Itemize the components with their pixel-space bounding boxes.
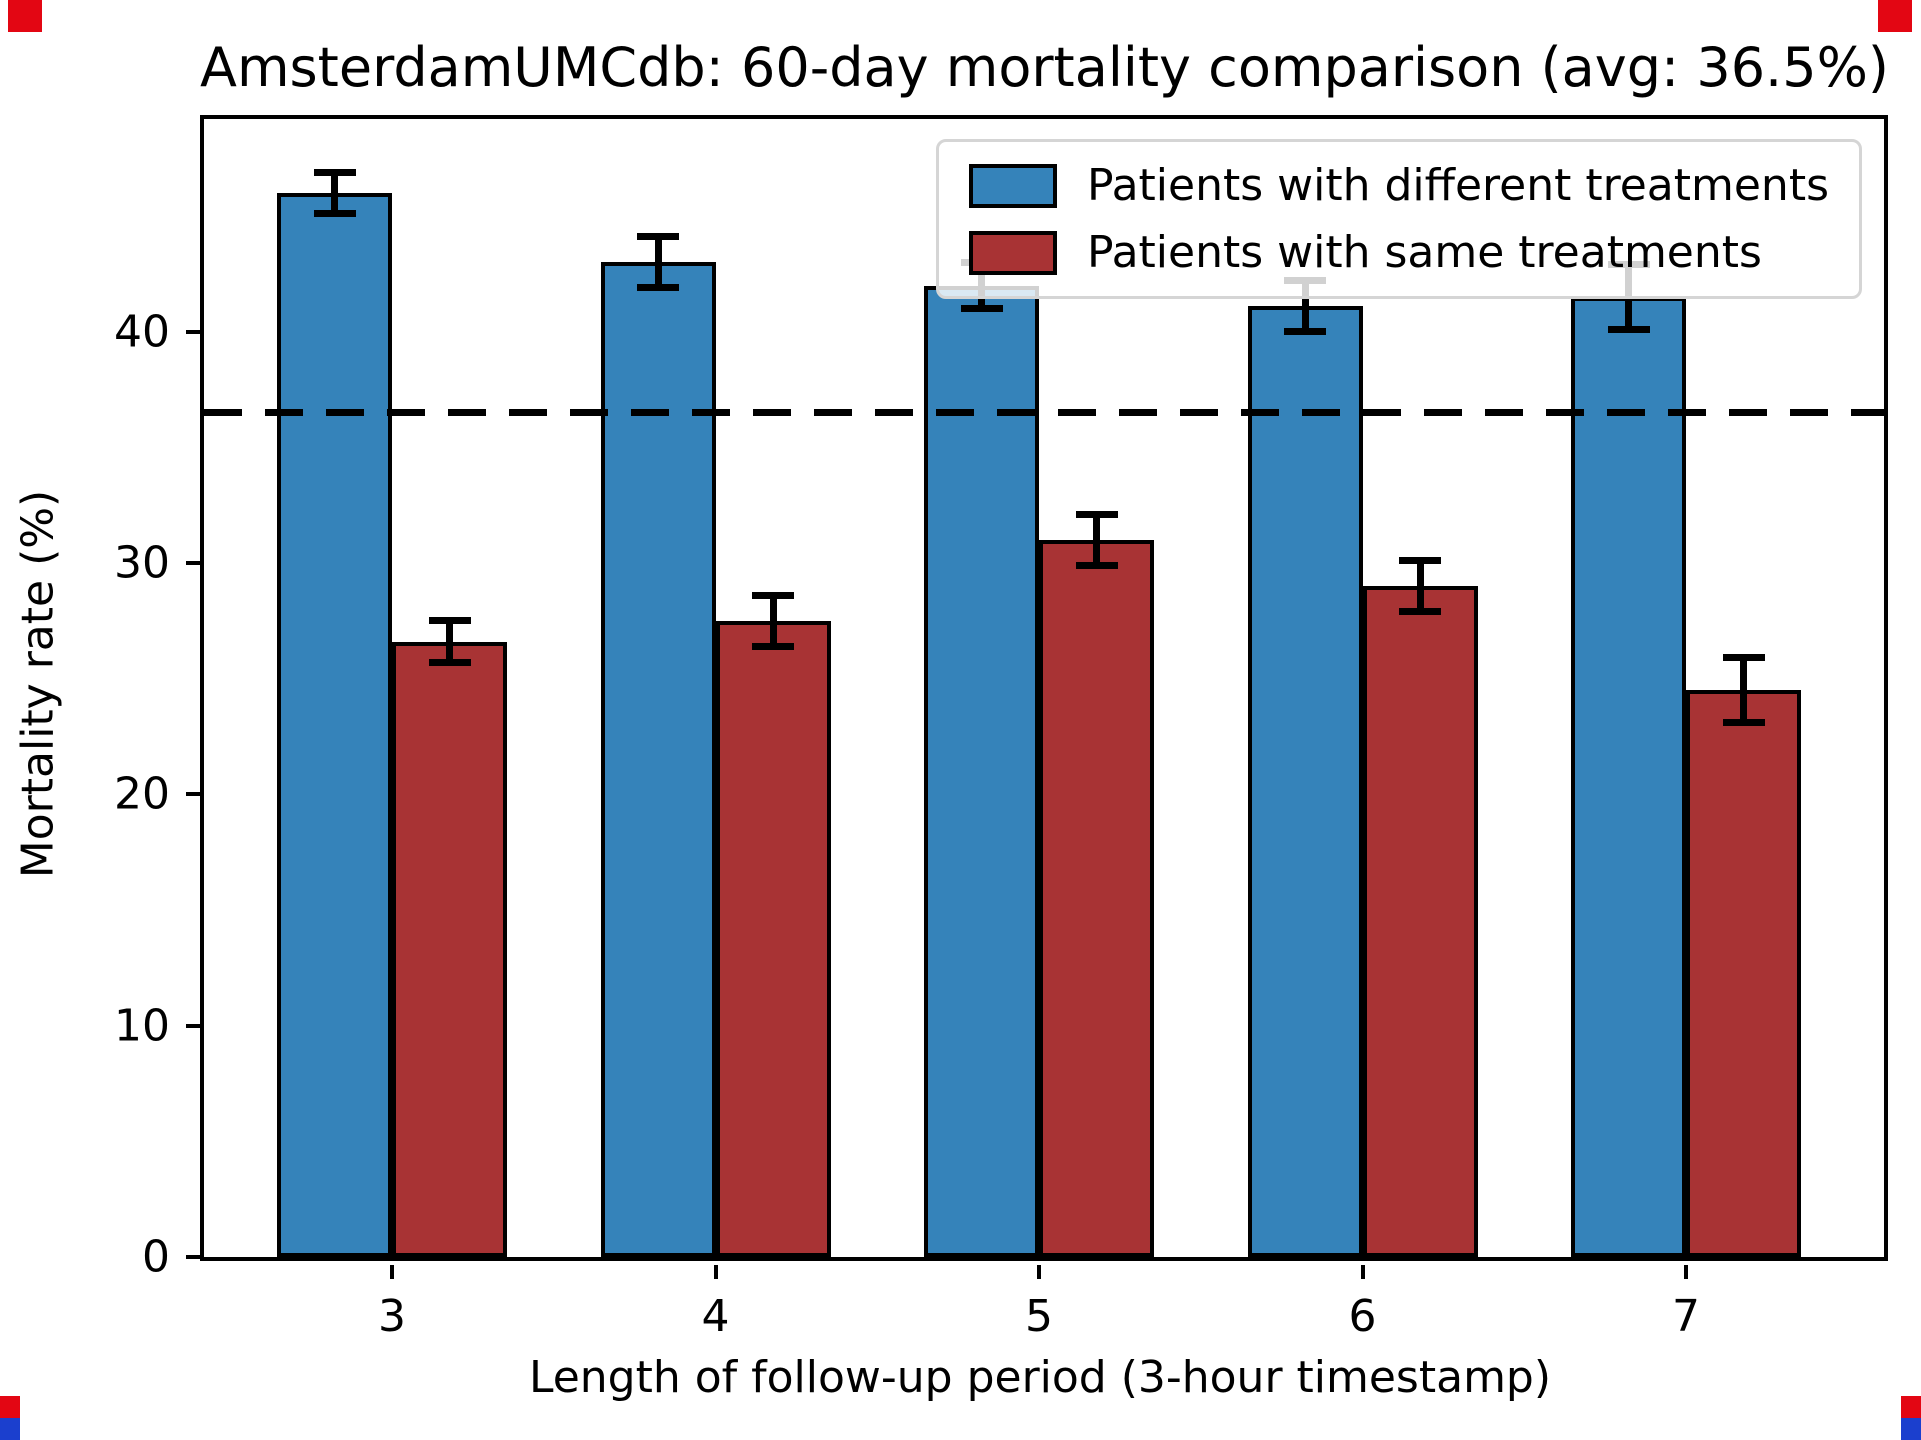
bar-same-treatments <box>392 641 507 1257</box>
x-tick-mark <box>713 1265 718 1279</box>
bar-different-treatments <box>600 262 716 1257</box>
legend-item: Patients with same treatments <box>969 227 1829 278</box>
error-bar-cap <box>1284 328 1326 336</box>
corner-marker-bottom-right-red <box>1901 1396 1921 1418</box>
error-bar-line <box>1093 514 1100 566</box>
error-bar-cap <box>752 591 794 599</box>
error-bar-line <box>446 620 453 663</box>
corner-marker-top-left <box>8 0 42 32</box>
chart-title: AmsterdamUMCdb: 60-day mortality compari… <box>200 36 1889 99</box>
bar-different-treatments <box>924 285 1039 1257</box>
error-bar-line <box>1301 280 1309 332</box>
y-tick-mark <box>186 329 200 334</box>
x-tick-mark <box>390 1265 394 1279</box>
y-tick-mark <box>186 792 200 797</box>
error-bar-cap <box>637 233 679 241</box>
legend-label: Patients with same treatments <box>1087 227 1762 278</box>
bar-same-treatments <box>1039 539 1154 1257</box>
corner-marker-bottom-left-blue <box>0 1418 20 1440</box>
bar-same-treatments <box>1686 690 1801 1257</box>
error-bar-line <box>1416 560 1424 612</box>
x-tick-label: 3 <box>378 1291 406 1342</box>
error-bar-line <box>654 236 662 288</box>
legend: Patients with different treatments Patien… <box>936 139 1862 299</box>
legend-label: Patients with different treatments <box>1087 160 1829 211</box>
error-bar-cap <box>1075 561 1118 569</box>
bar-different-treatments <box>1247 306 1363 1257</box>
error-bar-cap <box>313 168 356 176</box>
error-bar-cap <box>752 642 794 650</box>
x-tick-label: 5 <box>1025 1291 1053 1342</box>
plot-area: Patients with different treatments Patien… <box>114 115 1888 1342</box>
error-bar-cap <box>1399 557 1441 565</box>
y-tick-mark <box>186 1255 200 1259</box>
x-tick-mark <box>1684 1265 1688 1279</box>
legend-swatch <box>969 230 1058 275</box>
y-tick-mark <box>186 1023 200 1028</box>
bar-same-treatments <box>715 620 831 1257</box>
y-tick-mark <box>186 561 200 566</box>
x-tick-label: 4 <box>701 1291 730 1342</box>
error-bar-cap <box>313 210 356 218</box>
legend-item: Patients with different treatments <box>969 160 1829 211</box>
x-tick-label: 6 <box>1348 1291 1377 1342</box>
y-tick-label: 20 <box>114 768 170 820</box>
error-bar-cap <box>1722 654 1765 662</box>
y-tick-label: 30 <box>114 537 170 589</box>
bar-different-treatments <box>1571 297 1686 1257</box>
x-tick-label: 7 <box>1672 1291 1700 1342</box>
error-bar-line <box>769 595 777 647</box>
error-bar-cap <box>1607 325 1650 333</box>
bar-different-treatments <box>277 193 392 1257</box>
error-bar-cap <box>428 659 471 667</box>
error-bar-cap <box>428 617 471 625</box>
error-bar-cap <box>960 305 1003 313</box>
y-tick-label: 0 <box>142 1231 170 1283</box>
corner-marker-bottom-right-blue <box>1901 1418 1921 1440</box>
error-bar-cap <box>1722 719 1765 727</box>
error-bar-cap <box>1075 511 1118 519</box>
y-axis-label: Mortality rate (%) <box>12 489 64 879</box>
x-axis-label: Length of follow-up period (3-hour times… <box>528 1352 1552 1403</box>
error-bar-cap <box>1399 608 1441 616</box>
y-tick-label: 10 <box>114 1000 170 1052</box>
error-bar-line <box>331 172 338 214</box>
corner-marker-top-right <box>1878 0 1912 32</box>
x-tick-mark <box>1360 1265 1365 1279</box>
x-tick-mark <box>1037 1265 1041 1279</box>
error-bar-cap <box>637 284 679 292</box>
error-bar-line <box>1740 657 1747 723</box>
y-tick-label: 40 <box>114 306 170 358</box>
bar-same-treatments <box>1362 586 1478 1257</box>
average-line <box>204 409 1884 417</box>
corner-marker-bottom-left-red <box>0 1396 20 1418</box>
legend-swatch <box>969 163 1058 208</box>
